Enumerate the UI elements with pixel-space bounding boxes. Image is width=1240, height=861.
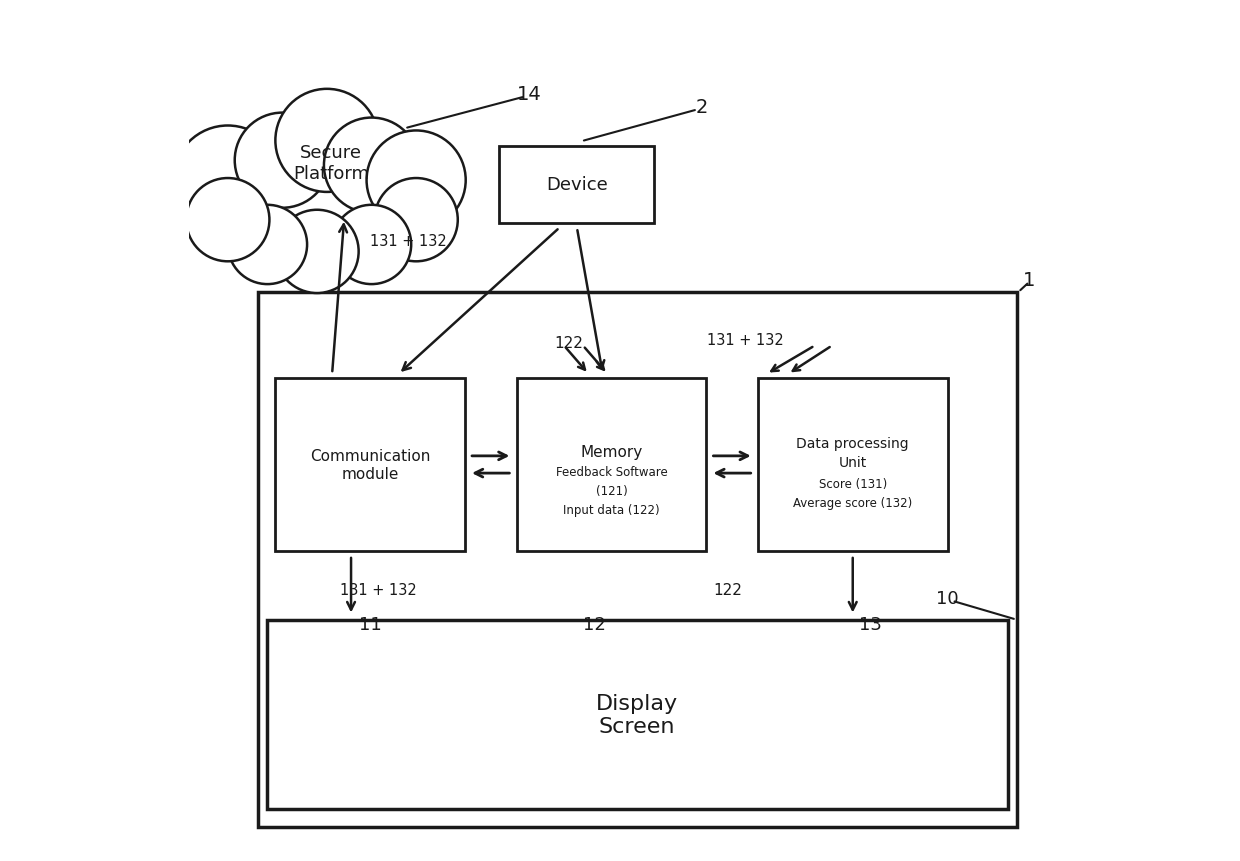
Text: Display
Screen: Display Screen [596, 693, 678, 736]
Text: 122: 122 [713, 582, 743, 598]
Text: 11: 11 [358, 616, 382, 633]
Text: Average score (132): Average score (132) [794, 496, 913, 510]
Text: Device: Device [546, 177, 608, 194]
Text: 131 + 132: 131 + 132 [371, 233, 448, 249]
FancyBboxPatch shape [275, 379, 465, 551]
FancyBboxPatch shape [758, 379, 947, 551]
FancyBboxPatch shape [267, 620, 1008, 809]
Text: Secure
Platform: Secure Platform [293, 144, 370, 183]
Text: 122: 122 [554, 335, 583, 350]
Text: 13: 13 [858, 616, 882, 633]
Text: Data processing: Data processing [796, 437, 909, 450]
Text: 2: 2 [696, 98, 708, 117]
Text: 14: 14 [517, 85, 542, 104]
Text: Unit: Unit [838, 455, 867, 469]
Text: 12: 12 [583, 616, 605, 633]
Text: Score (131): Score (131) [818, 477, 887, 491]
Text: 1: 1 [1023, 270, 1035, 289]
Text: Memory: Memory [580, 444, 642, 460]
FancyBboxPatch shape [517, 379, 707, 551]
Text: 10: 10 [936, 590, 959, 607]
Text: 131 + 132: 131 + 132 [340, 582, 417, 598]
Text: Input data (122): Input data (122) [563, 503, 660, 517]
Text: Feedback Software: Feedback Software [556, 465, 667, 479]
FancyBboxPatch shape [500, 146, 655, 224]
FancyBboxPatch shape [258, 293, 1017, 827]
Text: Communication
module: Communication module [310, 449, 430, 481]
Text: 131 + 132: 131 + 132 [707, 332, 784, 348]
Text: (121): (121) [595, 484, 627, 498]
